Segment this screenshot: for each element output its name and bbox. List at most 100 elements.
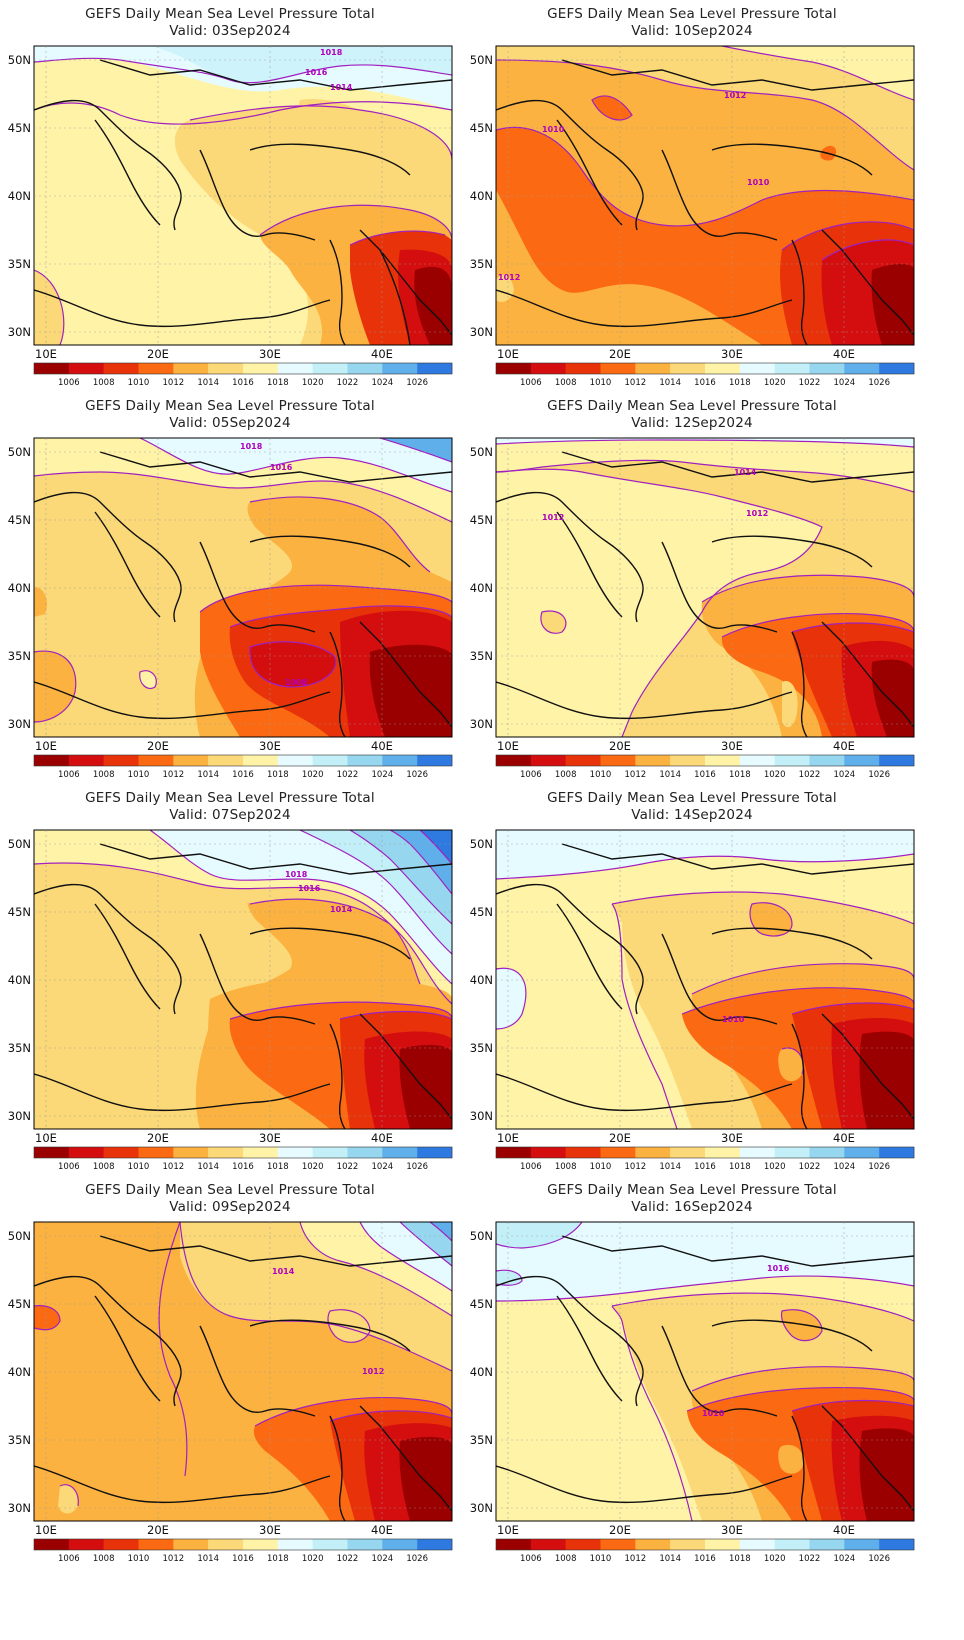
svg-text:35N: 35N <box>470 1041 493 1055</box>
colorbar-swatch <box>670 755 706 766</box>
svg-text:45N: 45N <box>470 121 493 135</box>
map-panel-12sep: GEFS Daily Mean Sea Level Pressure Total… <box>462 392 922 802</box>
svg-text:20E: 20E <box>609 1523 631 1537</box>
colorbar-swatch <box>496 755 532 766</box>
colorbar-swatch <box>635 755 671 766</box>
svg-text:50N: 50N <box>8 837 31 851</box>
colorbar-swatch <box>705 1539 741 1550</box>
panel-valid-date: Valid: 05Sep2024 <box>169 415 291 431</box>
colorbar-label: 1012 <box>163 770 185 780</box>
svg-text:40N: 40N <box>470 581 493 595</box>
map-panel-16sep: GEFS Daily Mean Sea Level Pressure Total… <box>462 1176 922 1586</box>
svg-text:40N: 40N <box>8 581 31 595</box>
colorbar-label: 1020 <box>764 770 786 780</box>
colorbar-label: 1008 <box>555 1554 577 1564</box>
svg-text:20E: 20E <box>609 739 631 753</box>
colorbar-label: 1026 <box>406 1162 428 1172</box>
colorbar-label: 1016 <box>694 378 716 388</box>
colorbar-label: 1014 <box>659 1554 681 1564</box>
colorbar-label: 1014 <box>659 770 681 780</box>
colorbar-swatch <box>705 755 741 766</box>
colorbar-label: 1018 <box>267 770 289 780</box>
colorbar-swatch <box>208 1539 244 1550</box>
colorbar-swatch <box>739 1539 775 1550</box>
panel-valid-date: Valid: 03Sep2024 <box>169 23 291 39</box>
colorbar-swatch <box>670 1147 706 1158</box>
colorbar-swatch <box>34 755 70 766</box>
colorbar-label: 1012 <box>625 770 647 780</box>
svg-text:30E: 30E <box>721 1131 743 1145</box>
svg-text:1010: 1010 <box>542 125 565 134</box>
coastlines <box>34 59 452 345</box>
svg-text:30E: 30E <box>721 1523 743 1537</box>
colorbar-label: 1008 <box>93 378 115 388</box>
colorbar-swatch <box>739 363 775 374</box>
colorbar-swatch <box>208 755 244 766</box>
colorbar-swatch <box>312 755 348 766</box>
colorbar-label: 1020 <box>302 770 324 780</box>
svg-text:40E: 40E <box>833 1131 855 1145</box>
svg-text:1018: 1018 <box>320 48 343 57</box>
colorbar-label: 1012 <box>625 378 647 388</box>
svg-text:45N: 45N <box>8 1297 31 1311</box>
colorbar-label: 1024 <box>834 1162 856 1172</box>
colorbar-swatch <box>68 363 104 374</box>
colorbar-swatch <box>417 1147 453 1158</box>
colorbar-label: 1026 <box>406 1554 428 1564</box>
svg-text:35N: 35N <box>8 257 31 271</box>
colorbar-label: 1012 <box>625 1554 647 1564</box>
map-panel-10sep: GEFS Daily Mean Sea Level Pressure Total… <box>462 0 922 410</box>
svg-text:30E: 30E <box>721 739 743 753</box>
svg-text:20E: 20E <box>609 347 631 361</box>
colorbar-label: 1026 <box>868 1162 890 1172</box>
svg-text:30E: 30E <box>259 1131 281 1145</box>
svg-text:40N: 40N <box>8 189 31 203</box>
colorbar-swatch <box>879 1539 915 1550</box>
svg-text:20E: 20E <box>147 1131 169 1145</box>
colorbar-label: 1010 <box>128 1554 150 1564</box>
colorbar-label: 1020 <box>764 1162 786 1172</box>
svg-text:40N: 40N <box>470 973 493 987</box>
panel-valid-date: Valid: 07Sep2024 <box>169 807 291 823</box>
colorbar-swatch <box>565 1147 601 1158</box>
svg-text:40E: 40E <box>371 739 393 753</box>
colorbar-swatch <box>34 1539 70 1550</box>
colorbar-label: 1020 <box>302 1162 324 1172</box>
colorbar-swatch <box>103 1539 139 1550</box>
colorbar: 1006 1008 1010 1012 1014 1016 1018 1020 1022 1024… <box>33 1146 453 1172</box>
colorbar-swatch <box>844 363 880 374</box>
colorbar: 1006 1008 1010 1012 1014 1016 1018 1020 1022 1024… <box>33 1538 453 1564</box>
colorbar-label: 1006 <box>58 770 80 780</box>
colorbar-label: 1014 <box>197 1162 219 1172</box>
colorbar-label: 1020 <box>764 378 786 388</box>
svg-text:1010: 1010 <box>702 1409 725 1418</box>
colorbar-swatch <box>774 1147 810 1158</box>
svg-text:10E: 10E <box>35 1131 57 1145</box>
colorbar-swatch <box>277 1147 313 1158</box>
svg-text:45N: 45N <box>8 513 31 527</box>
map-panel-05sep: GEFS Daily Mean Sea Level Pressure Total… <box>0 392 460 802</box>
svg-text:30E: 30E <box>259 1523 281 1537</box>
colorbar-label: 1006 <box>520 770 542 780</box>
svg-text:1018: 1018 <box>240 442 263 451</box>
colorbar-swatch <box>382 1539 418 1550</box>
colorbar-swatch <box>68 1147 104 1158</box>
pressure-map: 1018 1016 1014 10E 20E 30E 40E 50N 45N 4… <box>8 829 453 1172</box>
colorbar-swatch <box>565 755 601 766</box>
colorbar-swatch <box>277 1539 313 1550</box>
colorbar-swatch <box>635 363 671 374</box>
panel-title: GEFS Daily Mean Sea Level Pressure Total <box>85 398 375 414</box>
colorbar-label: 1014 <box>197 378 219 388</box>
colorbar-swatch <box>243 755 279 766</box>
svg-text:30N: 30N <box>8 325 31 339</box>
colorbar: 1006 1008 1010 1012 1014 1016 1018 1020 1022 1024… <box>33 362 453 388</box>
svg-text:1012: 1012 <box>542 513 564 522</box>
colorbar-swatch <box>774 363 810 374</box>
colorbar-swatch <box>844 1539 880 1550</box>
colorbar-label: 1012 <box>163 378 185 388</box>
colorbar-swatch <box>417 755 453 766</box>
colorbar-label: 1016 <box>694 1162 716 1172</box>
panel-title: GEFS Daily Mean Sea Level Pressure Total <box>85 790 375 806</box>
colorbar-swatch <box>312 1147 348 1158</box>
colorbar-swatch <box>138 1147 174 1158</box>
